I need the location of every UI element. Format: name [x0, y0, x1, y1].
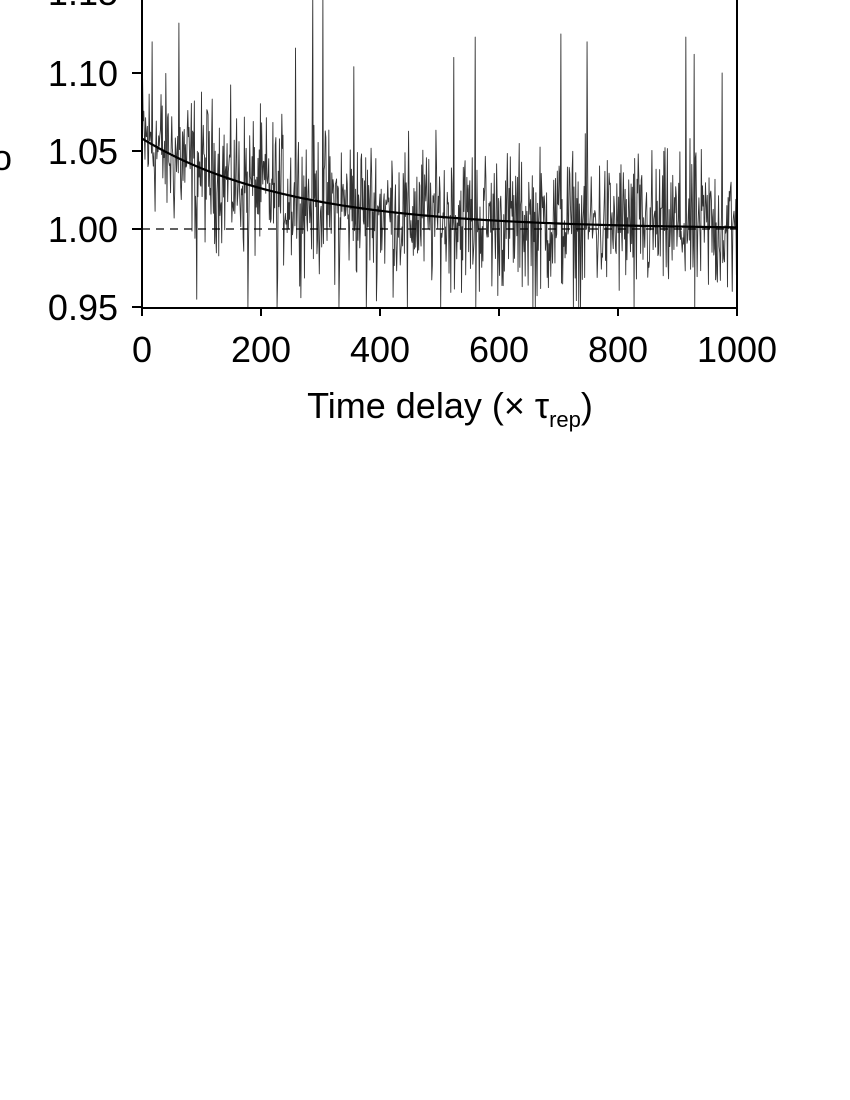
y-tick-label: 1.10 — [48, 53, 118, 94]
x-axis-title-close: ) — [581, 385, 593, 426]
y-tick-label: 0.95 — [48, 287, 118, 328]
x-tick-label: 600 — [469, 329, 529, 370]
tick-labels: 0 200 400 600 800 1000 0.95 1.00 1.05 1.10 — [48, 53, 777, 370]
x-tick-label: 200 — [231, 329, 291, 370]
axes — [132, 0, 738, 316]
y-tick-label: 1.00 — [48, 209, 118, 250]
x-tick-label: 400 — [350, 329, 410, 370]
y-tick-label-partial: 1.15 — [48, 0, 118, 13]
plot-area — [141, 0, 738, 308]
x-axis-title-subscript: rep — [549, 407, 581, 432]
data-series-line — [141, 0, 738, 308]
fit-curve — [141, 137, 738, 229]
fit-curve-layer — [141, 137, 738, 229]
x-axis-title-main: Time delay (× τ — [307, 385, 549, 426]
x-tick-label: 0 — [132, 329, 152, 370]
x-axis-title: Time delay (× τrep) — [307, 385, 593, 432]
x-tick-label: 1000 — [697, 329, 777, 370]
y-axis-title-fragment: o — [0, 137, 12, 178]
y-tick-label: 1.05 — [48, 131, 118, 172]
x-tick-label: 800 — [588, 329, 648, 370]
